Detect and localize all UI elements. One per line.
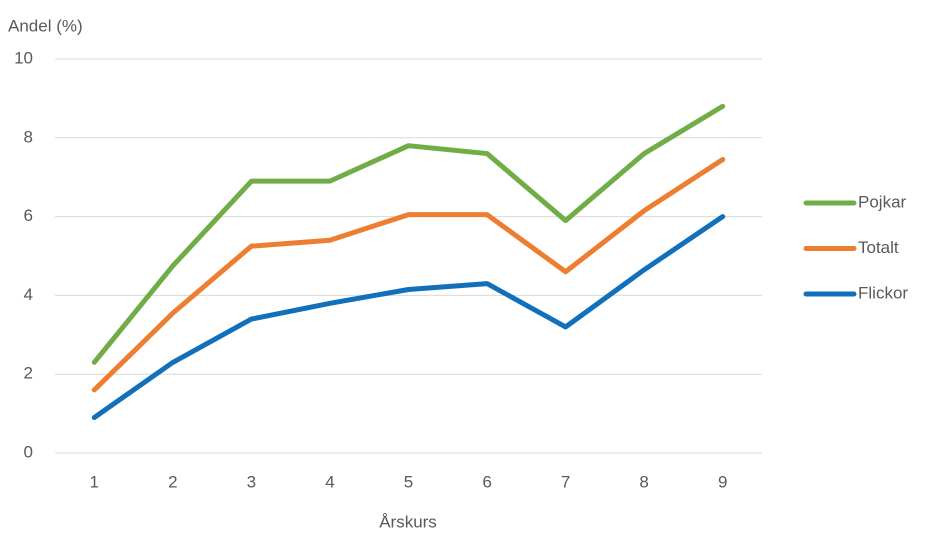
legend-label: Flickor	[858, 283, 908, 302]
legend-label: Pojkar	[858, 192, 907, 211]
x-axis-label: Årskurs	[379, 512, 437, 531]
x-tick-label: 3	[247, 472, 256, 491]
x-tick-label: 4	[325, 472, 334, 491]
y-tick-label: 8	[24, 127, 33, 146]
y-tick-label: 6	[24, 206, 33, 225]
x-tick-label: 1	[90, 472, 99, 491]
x-tick-label: 2	[168, 472, 177, 491]
series-line	[91, 156, 726, 393]
y-tick-label: 2	[24, 364, 33, 383]
y-tick-label: 4	[24, 285, 33, 304]
x-tick-label: 7	[561, 472, 570, 491]
legend-label: Totalt	[858, 238, 899, 257]
series-line	[91, 103, 726, 365]
y-axis-label: Andel (%)	[8, 16, 83, 35]
x-tick-label: 8	[639, 472, 648, 491]
x-tick-label: 9	[718, 472, 727, 491]
y-tick-label: 0	[24, 442, 33, 461]
series-line	[91, 214, 726, 421]
x-tick-label: 5	[404, 472, 413, 491]
y-tick-label: 10	[14, 48, 33, 67]
x-tick-label: 6	[482, 472, 491, 491]
